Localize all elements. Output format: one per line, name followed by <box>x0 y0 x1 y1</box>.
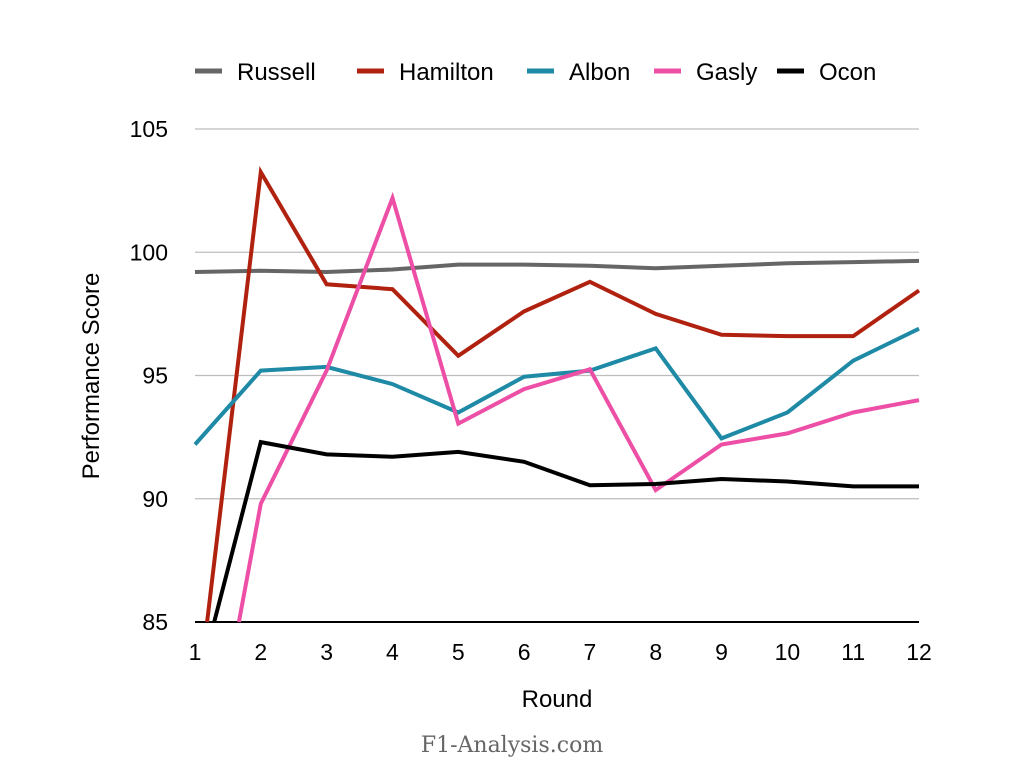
x-tick-label: 1 <box>189 639 202 665</box>
x-tick-label: 11 <box>841 639 865 665</box>
y-axis-title: Performance Score <box>78 273 105 480</box>
legend-label: Russell <box>237 59 316 86</box>
series-line-albon <box>193 326 920 446</box>
legend-item-hamilton: Hamilton <box>357 59 494 86</box>
x-tick-label: 8 <box>649 639 662 665</box>
legend-label: Hamilton <box>399 59 494 86</box>
legend-item-russell: Russell <box>195 59 316 86</box>
legend-item-ocon: Ocon <box>777 59 876 86</box>
x-tick-label: 5 <box>452 639 465 665</box>
series-line-russell <box>194 258 920 275</box>
y-tick-label: 85 <box>142 609 168 635</box>
series-lines <box>193 165 921 623</box>
x-axis-title: Round <box>522 686 593 713</box>
legend-label: Ocon <box>819 59 876 86</box>
x-tick-label: 10 <box>775 639 801 665</box>
x-tick-label: 6 <box>518 639 531 665</box>
legend-label: Albon <box>569 59 630 86</box>
watermark: F1-Analysis.com <box>421 733 604 758</box>
legend-label: Gasly <box>696 59 757 86</box>
y-tick-label: 90 <box>142 486 168 512</box>
series-line-gasly <box>236 191 920 623</box>
series-line-hamilton <box>205 165 921 623</box>
legend-item-albon: Albon <box>527 59 630 86</box>
legend: Russell Hamilton Albon Gasly Ocon <box>195 59 876 86</box>
legend-item-gasly: Gasly <box>654 59 757 86</box>
x-tick-label: 12 <box>906 639 932 665</box>
y-tick-labels: 85 90 95 100 105 <box>130 116 168 635</box>
y-tick-label: 100 <box>130 239 168 265</box>
x-tick-label: 7 <box>584 639 597 665</box>
x-tick-label: 2 <box>254 639 267 665</box>
x-tick-labels: 1 2 3 4 5 6 7 8 9 10 11 12 <box>189 639 932 665</box>
y-tick-label: 105 <box>130 116 168 142</box>
x-tick-label: 4 <box>386 639 399 665</box>
x-tick-label: 9 <box>715 639 728 665</box>
y-tick-label: 95 <box>142 363 168 389</box>
series-line-ocon <box>212 439 919 623</box>
x-tick-label: 3 <box>320 639 333 665</box>
